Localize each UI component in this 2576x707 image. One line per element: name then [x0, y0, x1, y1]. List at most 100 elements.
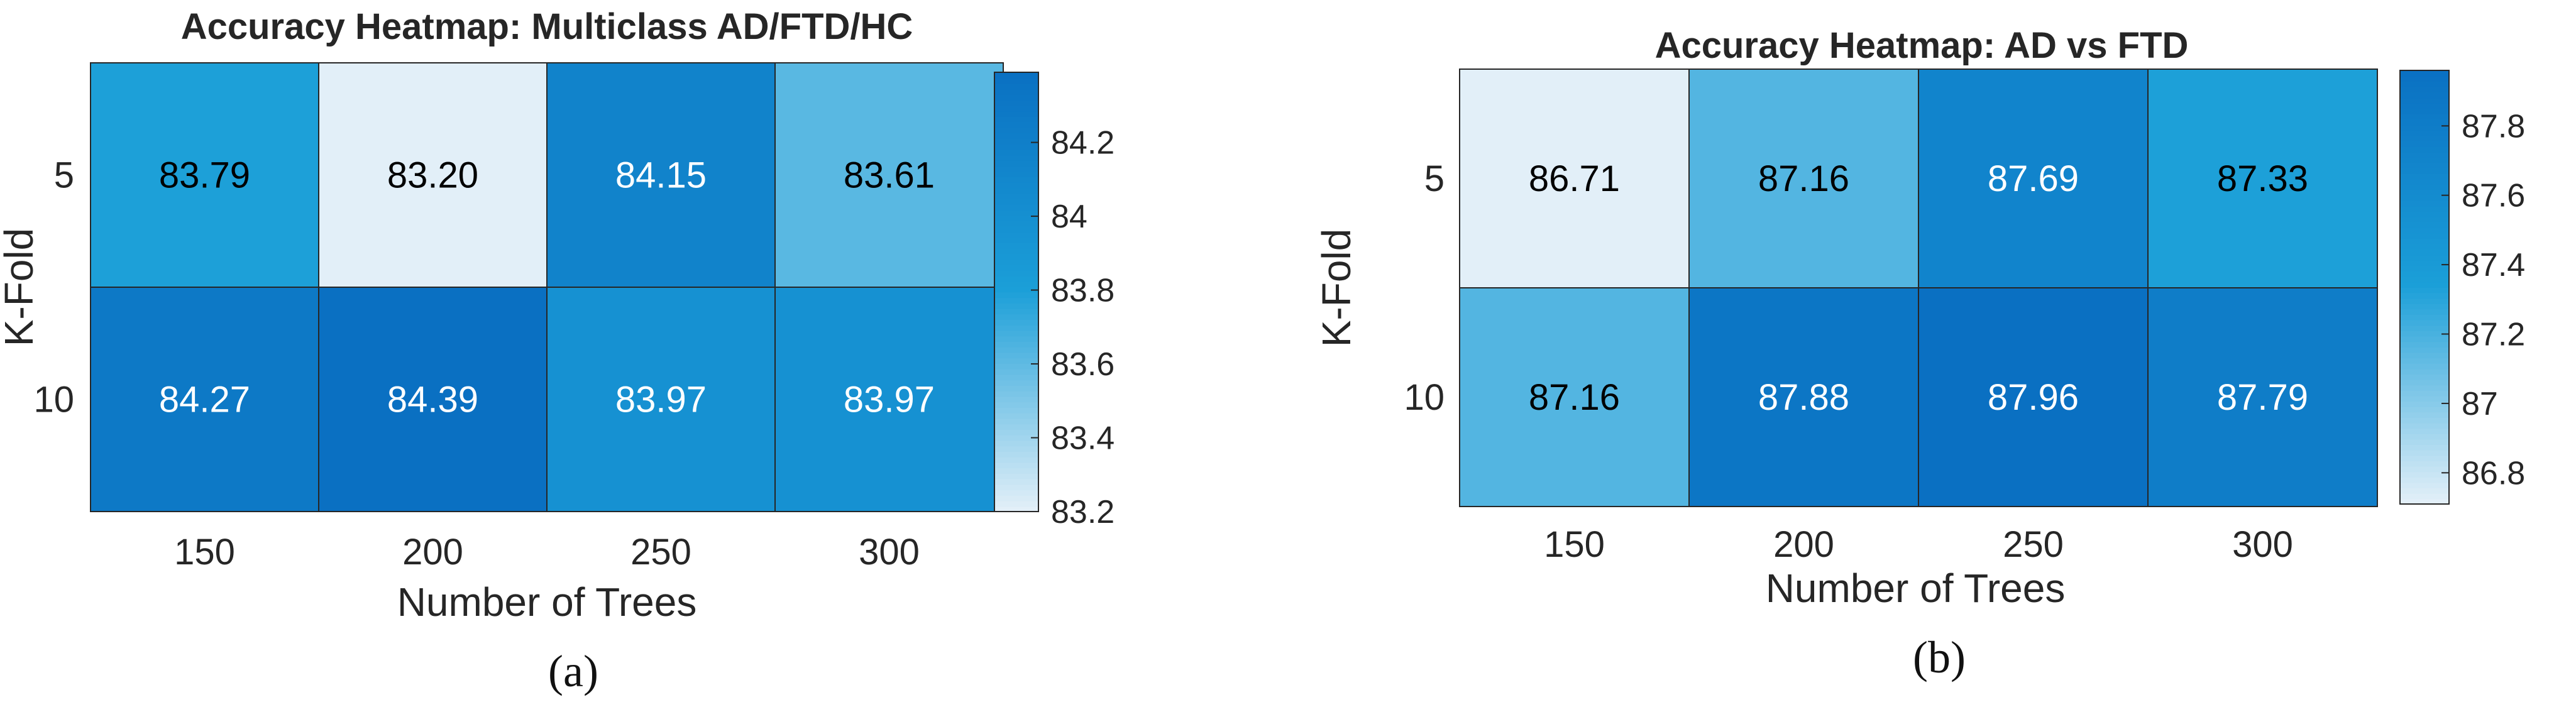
colorbar-strip	[994, 133, 1038, 139]
y-axis-label-a: K-Fold	[0, 228, 41, 347]
colorbar-strip	[994, 484, 1038, 491]
colorbar-strip	[2400, 358, 2449, 364]
colorbar-strip	[2400, 292, 2449, 299]
colorbar-strip	[2400, 135, 2449, 142]
colorbar-strip	[994, 116, 1038, 123]
heatmap-cell	[774, 62, 1004, 288]
colorbar-strip	[994, 138, 1038, 145]
colorbar-strip	[2400, 319, 2449, 326]
cell-value-label: 83.61	[844, 155, 935, 196]
colorbar-strip	[994, 264, 1038, 271]
colorbar-strip	[994, 297, 1038, 304]
colorbar-b: 86.8 87 87.2 87.4 87.6 87.8	[2399, 70, 2525, 505]
colorbar-strip	[994, 165, 1038, 172]
colorbar-strip	[2400, 178, 2449, 185]
colorbar-tick-label: 86.8	[2462, 455, 2525, 491]
colorbar-strip	[994, 363, 1038, 370]
colorbar-strip	[2400, 92, 2449, 99]
heatmap-panel-b: Accuracy Heatmap: AD vs FTD 86.71 87.16 87…	[1314, 25, 2525, 682]
colorbar-strip	[2400, 309, 2449, 315]
colorbar-strip	[994, 473, 1038, 480]
colorbar-strip	[2400, 379, 2449, 386]
colorbar-strip	[2400, 119, 2449, 126]
cell-value-label: 86.71	[1529, 158, 1620, 199]
colorbar-strip	[994, 242, 1038, 249]
colorbar-strip	[994, 72, 1038, 79]
heatmap-cell	[1918, 69, 2149, 288]
colorbar-strip	[994, 226, 1038, 233]
cell-value-label: 83.79	[159, 155, 250, 196]
x-tick-label: 150	[174, 532, 235, 573]
colorbar-strip	[994, 77, 1038, 84]
colorbar-strip	[2400, 195, 2449, 201]
colorbar-strip	[994, 478, 1038, 485]
colorbar-strip	[2400, 102, 2449, 109]
colorbar-strip	[994, 418, 1038, 425]
y-tick-labels-b: 5 10	[1404, 158, 1445, 418]
y-axis-label-b: K-Fold	[1314, 229, 1359, 348]
chart-title-a: Accuracy Heatmap: Multiclass AD/FTD/HC	[181, 6, 913, 47]
colorbar-strip	[994, 407, 1038, 414]
colorbar-strip	[2400, 325, 2449, 331]
colorbar-strip	[2400, 352, 2449, 359]
colorbar-strip	[994, 490, 1038, 496]
x-tick-label: 300	[2232, 524, 2293, 565]
colorbar-strip	[2400, 395, 2449, 402]
colorbar-tick-label: 87	[2462, 386, 2498, 422]
cell-value-label: 87.79	[2217, 377, 2308, 418]
colorbar-strip	[2400, 303, 2449, 310]
y-tick-labels-a: 5 10	[33, 155, 74, 420]
colorbar-strip	[994, 182, 1038, 189]
x-tick-label: 300	[859, 532, 920, 573]
colorbar-strip	[994, 286, 1038, 293]
colorbar-strip	[994, 341, 1038, 348]
colorbar-tick-label: 83.4	[1051, 420, 1115, 457]
colorbar-strip	[2400, 211, 2449, 217]
heatmap-cell	[318, 287, 548, 512]
colorbar-strip	[2400, 276, 2449, 283]
colorbar-frame	[994, 72, 1039, 512]
plot-frame-b	[1459, 69, 2378, 507]
colorbar-strip	[2400, 249, 2449, 256]
colorbar-strip	[994, 94, 1038, 101]
colorbar-strip	[2400, 444, 2449, 451]
colorbar-strip	[994, 368, 1038, 375]
cell-value-label: 87.88	[1758, 377, 1849, 418]
cell-value-label: 84.15	[615, 155, 707, 196]
x-tick-labels-a: 150 200 250 300	[174, 532, 920, 573]
colorbar-strip	[2400, 412, 2449, 418]
colorbar-strip	[994, 105, 1038, 112]
colorbar-strip	[994, 215, 1038, 221]
colorbar-strip	[2400, 493, 2449, 500]
heatmap-cell	[2147, 69, 2378, 288]
colorbar-strip	[2400, 129, 2449, 136]
colorbar-strip	[2400, 406, 2449, 413]
panel-label-a: (a)	[548, 646, 598, 696]
colorbar-strip	[994, 187, 1038, 194]
colorbar-strip	[994, 171, 1038, 178]
colorbar-strip	[2400, 461, 2449, 467]
x-tick-label: 250	[2003, 524, 2064, 565]
colorbar-strip	[2400, 151, 2449, 158]
colorbar-strip	[2400, 157, 2449, 163]
colorbar-strip	[2400, 200, 2449, 207]
colorbar-strip	[994, 352, 1038, 359]
colorbar-strip	[994, 231, 1038, 238]
colorbar-strip	[994, 434, 1038, 441]
colorbar-strip	[994, 259, 1038, 265]
colorbar-strip	[2400, 282, 2449, 288]
colorbar-strip	[994, 412, 1038, 419]
colorbar-strip	[2400, 390, 2449, 397]
colorbar-strip	[2400, 346, 2449, 353]
colorbar-strip	[2400, 476, 2449, 483]
colorbar-strip	[2400, 146, 2449, 153]
colorbar-strip	[994, 270, 1038, 277]
colorbar-strip	[994, 177, 1038, 183]
heatmap-cell	[1688, 287, 1919, 507]
heatmap-cell	[90, 287, 319, 512]
colorbar-strip	[2400, 428, 2449, 434]
colorbar-strip	[994, 99, 1038, 106]
colorbar-strip	[994, 193, 1038, 199]
colorbar-strip	[994, 302, 1038, 309]
